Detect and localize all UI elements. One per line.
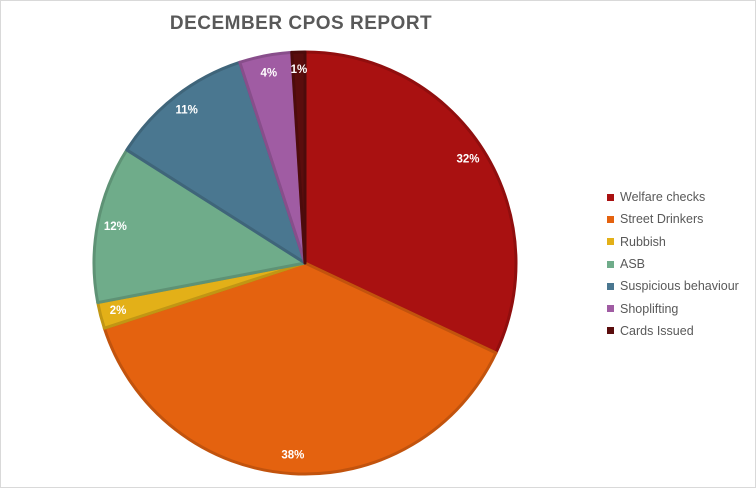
pie-slice-4 [125,60,307,265]
legend-label: Suspicious behaviour [620,279,739,294]
pie-slice-3 [92,148,307,305]
legend-label: ASB [620,257,646,272]
legend-swatch [607,327,614,335]
legend-label: Rubbish [620,234,666,249]
legend-swatch [607,260,614,268]
data-label-0: 32% [456,154,479,166]
legend-label: Shoplifting [620,301,679,316]
data-label-3: 12% [104,221,127,233]
legend-label: Cards Issued [620,323,694,338]
legend-item-4: Suspicious behaviour [607,275,739,297]
legend-item-0: Welfare checks [607,186,739,208]
pie-slice-0 [303,50,518,355]
legend-swatch [607,238,614,246]
legend-item-2: Rubbish [607,231,739,253]
pie-slice-1 [102,261,498,476]
legend-label: Welfare checks [620,190,706,205]
data-label-2: 2% [110,305,127,317]
pie-slice-6 [290,50,307,265]
legend-item-5: Shoplifting [607,297,739,319]
legend: Welfare checks Street Drinkers Rubbish ASB S… [607,186,739,342]
data-label-1: 38% [281,450,304,462]
legend-item-6: Cards Issued [607,320,739,342]
data-label-4: 11% [175,104,197,116]
data-label-5: 4% [261,67,278,79]
chart-title: DECEMBER CPOS REPORT [169,13,433,34]
legend-swatch [607,193,614,201]
legend-item-1: Street Drinkers [607,208,739,230]
pie-chart: 32% 38% 2% 12% 11% 4% 1% [92,50,518,476]
legend-swatch [607,305,614,313]
legend-swatch [607,215,614,223]
legend-item-3: ASB [607,253,739,275]
legend-swatch [607,282,614,290]
legend-label: Street Drinkers [620,212,704,227]
data-label-6: 1% [291,64,308,76]
